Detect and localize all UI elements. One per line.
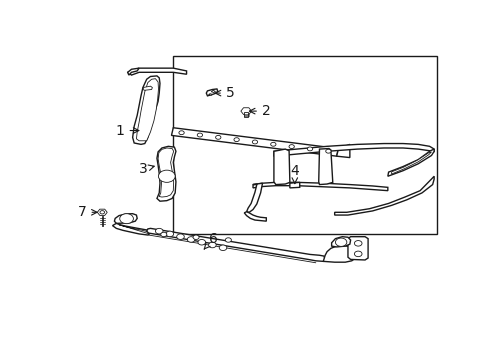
Circle shape — [252, 140, 258, 144]
Text: 2: 2 — [249, 104, 270, 118]
Polygon shape — [147, 228, 325, 261]
Polygon shape — [318, 149, 333, 185]
Circle shape — [193, 235, 199, 239]
Polygon shape — [133, 76, 160, 144]
Circle shape — [179, 131, 184, 135]
Circle shape — [187, 237, 195, 242]
Polygon shape — [274, 144, 434, 156]
Circle shape — [354, 240, 362, 246]
Text: 3: 3 — [139, 162, 154, 176]
Circle shape — [336, 238, 347, 246]
Polygon shape — [335, 176, 434, 215]
Polygon shape — [209, 94, 212, 95]
Polygon shape — [246, 183, 263, 212]
Polygon shape — [392, 152, 432, 174]
Polygon shape — [253, 183, 388, 191]
Circle shape — [307, 147, 313, 151]
Text: 6: 6 — [204, 231, 218, 249]
Circle shape — [354, 251, 362, 257]
Polygon shape — [274, 149, 290, 185]
Polygon shape — [128, 68, 139, 75]
Circle shape — [120, 214, 133, 224]
Text: 5: 5 — [215, 86, 235, 100]
Circle shape — [198, 239, 206, 245]
Circle shape — [209, 242, 216, 248]
Circle shape — [158, 170, 175, 183]
Polygon shape — [332, 237, 351, 247]
Circle shape — [216, 135, 221, 139]
Polygon shape — [290, 183, 300, 188]
Circle shape — [270, 142, 276, 146]
Polygon shape — [172, 128, 339, 156]
Circle shape — [225, 238, 231, 242]
Polygon shape — [143, 86, 152, 90]
Polygon shape — [241, 108, 251, 114]
Circle shape — [219, 245, 227, 251]
Text: 7: 7 — [78, 205, 97, 219]
Circle shape — [166, 231, 173, 237]
Polygon shape — [157, 146, 176, 201]
Circle shape — [234, 138, 239, 141]
Polygon shape — [323, 246, 357, 262]
Circle shape — [326, 149, 331, 153]
Polygon shape — [113, 223, 150, 235]
Circle shape — [161, 232, 167, 237]
Polygon shape — [337, 144, 350, 158]
Polygon shape — [245, 112, 248, 117]
Circle shape — [155, 228, 163, 234]
Polygon shape — [388, 149, 434, 176]
Polygon shape — [136, 79, 158, 141]
Polygon shape — [158, 148, 173, 197]
Polygon shape — [119, 225, 149, 234]
Circle shape — [197, 133, 202, 137]
Polygon shape — [245, 212, 267, 221]
Circle shape — [100, 211, 104, 214]
Text: 1: 1 — [116, 123, 139, 138]
Text: 4: 4 — [291, 164, 299, 184]
Circle shape — [289, 145, 294, 149]
Polygon shape — [128, 68, 187, 75]
Polygon shape — [173, 56, 437, 234]
Polygon shape — [211, 90, 216, 93]
Polygon shape — [115, 214, 137, 223]
Polygon shape — [98, 209, 107, 215]
Circle shape — [177, 234, 184, 239]
Polygon shape — [348, 237, 368, 260]
Polygon shape — [206, 89, 218, 96]
